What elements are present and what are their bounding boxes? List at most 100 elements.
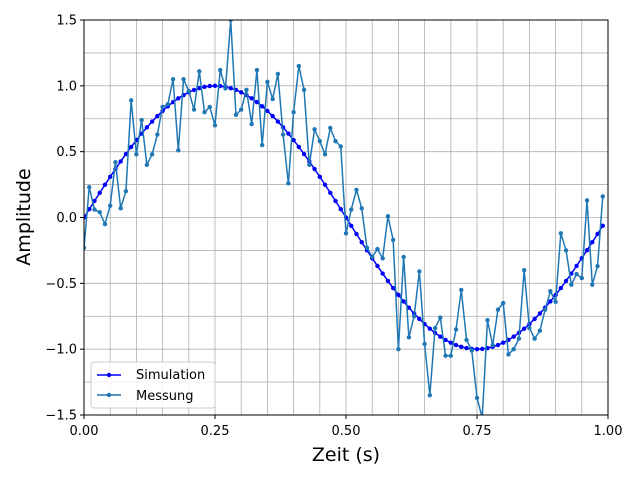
- data-point-messung: [317, 138, 322, 144]
- data-point-messung: [349, 207, 354, 212]
- data-point-messung: [427, 393, 433, 398]
- data-point-messung: [265, 79, 270, 85]
- data-point-messung: [485, 318, 490, 323]
- data-point-simulation: [495, 342, 501, 348]
- data-point-messung: [448, 353, 453, 358]
- legend-label-simulation: Simulation: [136, 368, 205, 383]
- data-point-messung: [333, 138, 338, 144]
- data-point-messung: [432, 325, 438, 331]
- data-point-messung: [165, 102, 171, 107]
- data-point-messung: [102, 221, 108, 227]
- data-point-messung: [202, 109, 207, 115]
- data-point-simulation: [448, 340, 453, 345]
- data-point-messung: [223, 86, 228, 91]
- data-point-messung: [563, 248, 569, 253]
- data-point-simulation: [584, 248, 590, 253]
- data-point-messung: [139, 117, 144, 123]
- data-point-messung: [218, 67, 223, 73]
- data-point-messung: [490, 343, 495, 348]
- data-point-simulation: [453, 342, 459, 348]
- data-point-simulation: [239, 90, 244, 95]
- data-point-simulation: [249, 96, 254, 101]
- legend-box: [90, 361, 216, 409]
- data-point-simulation: [548, 299, 553, 304]
- data-point-messung: [401, 254, 406, 260]
- data-point-simulation: [464, 345, 469, 351]
- data-point-simulation: [144, 125, 150, 130]
- data-point-messung: [453, 327, 459, 332]
- data-point-messung: [469, 348, 474, 353]
- data-point-simulation: [427, 326, 433, 331]
- data-point-simulation: [202, 84, 207, 90]
- data-point-messung: [254, 67, 260, 73]
- data-point-messung: [380, 256, 385, 261]
- data-point-messung: [569, 282, 574, 287]
- data-point-simulation: [532, 316, 537, 322]
- data-point-messung: [553, 299, 558, 304]
- data-point-messung: [301, 87, 307, 92]
- legend-marker-simulation: [106, 372, 112, 378]
- data-point-simulation: [417, 316, 422, 322]
- data-point-messung: [516, 336, 522, 341]
- data-point-simulation: [359, 239, 364, 245]
- data-point-messung: [108, 203, 113, 208]
- data-point-simulation: [191, 87, 197, 93]
- data-point-messung: [249, 121, 254, 127]
- x-tick-label: 0.00: [70, 424, 99, 439]
- data-point-simulation: [286, 131, 291, 136]
- data-point-simulation: [380, 271, 385, 276]
- data-point-messung: [259, 142, 265, 148]
- data-point-messung: [558, 231, 564, 236]
- y-axis-label: Amplitude: [13, 168, 35, 265]
- data-point-messung: [338, 144, 343, 149]
- data-point-messung: [233, 112, 239, 118]
- data-point-messung: [359, 206, 364, 211]
- series-line-messung: [84, 20, 604, 415]
- data-point-messung: [579, 275, 584, 281]
- data-point-messung: [244, 87, 249, 92]
- data-point-simulation: [521, 326, 527, 331]
- data-point-messung: [312, 127, 317, 132]
- data-point-simulation: [338, 207, 343, 212]
- data-point-simulation: [406, 305, 412, 310]
- data-point-simulation: [84, 215, 87, 220]
- data-point-simulation: [254, 99, 260, 105]
- y-tick-label: −0.5: [45, 277, 77, 292]
- data-point-messung: [590, 282, 595, 287]
- data-point-simulation: [474, 346, 480, 352]
- x-tick-label: 0.25: [201, 424, 230, 439]
- data-point-messung: [144, 162, 150, 168]
- data-point-simulation: [401, 299, 406, 304]
- data-point-messung: [548, 289, 553, 294]
- data-point-messung: [128, 98, 134, 103]
- data-point-messung: [542, 307, 548, 312]
- data-point-messung: [396, 346, 401, 352]
- data-point-simulation: [558, 285, 564, 291]
- data-point-messung: [149, 152, 155, 157]
- data-point-messung: [84, 245, 87, 250]
- data-point-messung: [87, 185, 92, 190]
- data-point-messung: [438, 315, 443, 320]
- data-point-messung: [170, 77, 176, 82]
- data-point-messung: [270, 96, 275, 102]
- data-point-messung: [385, 213, 391, 219]
- data-point-simulation: [312, 166, 317, 172]
- data-point-simulation: [265, 108, 270, 114]
- data-point-simulation: [108, 174, 113, 180]
- data-point-messung: [123, 188, 129, 194]
- data-point-messung: [97, 210, 102, 215]
- data-point-messung: [286, 181, 291, 186]
- data-point-messung: [291, 109, 296, 115]
- data-point-simulation: [301, 151, 307, 157]
- plot-area: [84, 20, 605, 415]
- data-point-messung: [212, 123, 218, 128]
- data-point-simulation: [328, 190, 333, 196]
- data-point-messung: [584, 198, 590, 203]
- data-point-messung: [406, 335, 412, 340]
- data-point-messung: [595, 264, 600, 269]
- data-point-simulation: [176, 96, 181, 101]
- data-point-simulation: [322, 182, 328, 187]
- data-point-simulation: [291, 137, 296, 143]
- data-point-messung: [537, 328, 543, 333]
- legend-marker-messung: [106, 392, 112, 398]
